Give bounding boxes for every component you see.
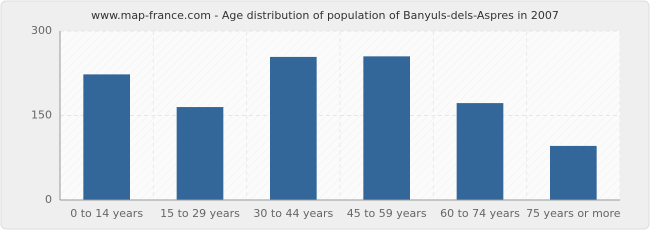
y-tick-label: 0 (45, 193, 52, 206)
x-tick-label: 75 years or more (526, 207, 621, 220)
y-tick-label: 300 (31, 24, 52, 37)
bar (456, 103, 504, 200)
x-tick-label: 15 to 29 years (160, 207, 240, 220)
page: www.map-france.com - Age distribution of… (0, 0, 650, 230)
x-tick-label: 45 to 59 years (347, 207, 427, 220)
bar (363, 56, 410, 200)
x-tick-label: 0 to 14 years (70, 207, 143, 220)
bar (83, 74, 130, 200)
bar (550, 145, 597, 200)
chart-title: www.map-france.com - Age distribution of… (91, 9, 559, 22)
bar (270, 56, 317, 201)
y-tick-label: 150 (31, 109, 52, 122)
x-tick-label: 30 to 44 years (253, 207, 333, 220)
bar (176, 107, 224, 200)
chart: www.map-france.com - Age distribution of… (0, 0, 650, 230)
x-tick-label: 60 to 74 years (440, 207, 520, 220)
